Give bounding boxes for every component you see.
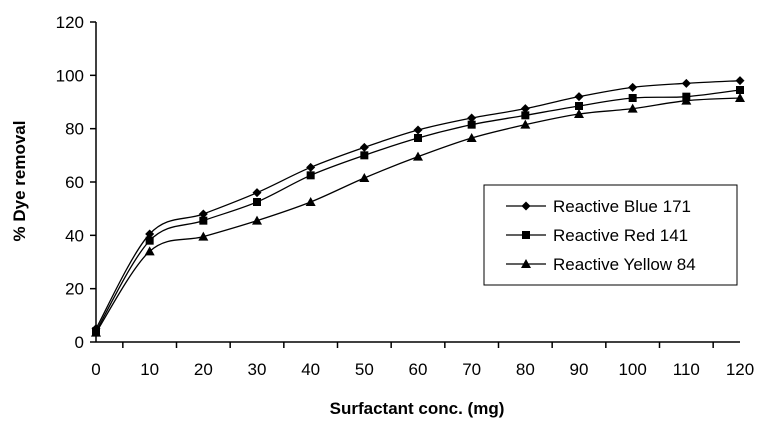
data-point-reactive-red-141 [145,236,154,245]
data-point-reactive-yellow-84 [466,133,477,142]
legend-label-reactive-blue-171: Reactive Blue 171 [553,197,691,216]
x-tick-label: 30 [248,360,267,379]
data-point-reactive-yellow-84 [91,327,101,337]
data-point-reactive-yellow-84 [574,109,584,118]
y-tick-label: 120 [56,13,84,32]
axes: 0 20 40 60 80 100 120 0 10 20 30 40 50 60 70 80 90 100 110… [56,13,755,379]
data-point-reactive-yellow-84 [627,103,638,113]
data-point-reactive-blue-171 [628,82,638,92]
x-tick-label: 10 [140,360,159,379]
data-point-reactive-blue-171 [467,113,477,123]
y-tick-label: 0 [75,333,84,352]
data-point-reactive-blue-171 [574,92,584,102]
x-tick-label: 20 [194,360,213,379]
data-point-reactive-blue-171 [252,188,262,198]
legend-marker-reactive-blue-171 [521,201,531,211]
data-point-reactive-blue-171 [198,209,208,219]
plot-area [91,76,745,337]
data-point-reactive-red-141 [521,111,530,120]
data-point-reactive-yellow-84 [252,215,262,225]
data-point-reactive-yellow-84 [520,119,531,129]
data-point-reactive-red-141 [736,86,744,94]
x-tick-label: 50 [355,360,374,379]
legend-label-reactive-red-141: Reactive Red 141 [553,226,688,245]
x-tick-label: 120 [726,360,754,379]
legend: Reactive Blue 171 Reactive Red 141 Reactiv… [483,184,738,286]
data-point-reactive-yellow-84 [413,151,423,161]
data-point-reactive-blue-171 [681,78,691,88]
x-tick-label: 100 [618,360,646,379]
data-point-reactive-red-141 [467,120,476,129]
x-tick-label: 90 [570,360,589,379]
data-point-reactive-yellow-84 [305,197,316,206]
data-point-reactive-red-141 [575,102,583,110]
data-point-reactive-blue-171 [413,125,423,135]
x-tick-label: 60 [409,360,428,379]
legend-marker-reactive-red-141 [522,231,530,239]
data-point-reactive-yellow-84 [144,246,155,256]
data-point-reactive-red-141 [414,134,422,142]
x-tick-label: 70 [462,360,481,379]
data-point-reactive-red-141 [628,94,637,102]
y-tick-label: 100 [56,66,84,85]
data-point-reactive-blue-171 [359,142,369,152]
data-point-reactive-red-141 [253,198,261,206]
y-axis-title: % Dye removal [10,121,29,242]
legend-label-reactive-yellow-84: Reactive Yellow 84 [553,255,696,274]
x-tick-label: 0 [91,360,100,379]
y-tick-label: 40 [65,226,84,245]
x-axis-title: Surfactant conc. (mg) [330,399,505,418]
data-point-reactive-yellow-84 [198,231,209,241]
y-tick-label: 80 [65,120,84,139]
data-point-reactive-yellow-84 [359,173,370,182]
x-tick-label: 80 [516,360,535,379]
data-point-reactive-yellow-84 [681,95,692,105]
data-point-reactive-blue-171 [735,76,745,86]
data-point-reactive-red-141 [360,151,369,160]
data-point-reactive-red-141 [306,171,315,180]
data-point-reactive-yellow-84 [735,93,745,102]
data-point-reactive-red-141 [199,216,208,225]
y-tick-label: 60 [65,173,84,192]
x-tick-label: 110 [673,360,700,379]
data-point-reactive-blue-171 [145,229,155,239]
data-point-reactive-blue-171 [520,104,530,114]
y-tick-label: 20 [65,280,84,299]
data-point-reactive-blue-171 [306,162,316,172]
legend-marker-reactive-yellow-84 [521,259,531,268]
x-tick-label: 40 [301,360,320,379]
